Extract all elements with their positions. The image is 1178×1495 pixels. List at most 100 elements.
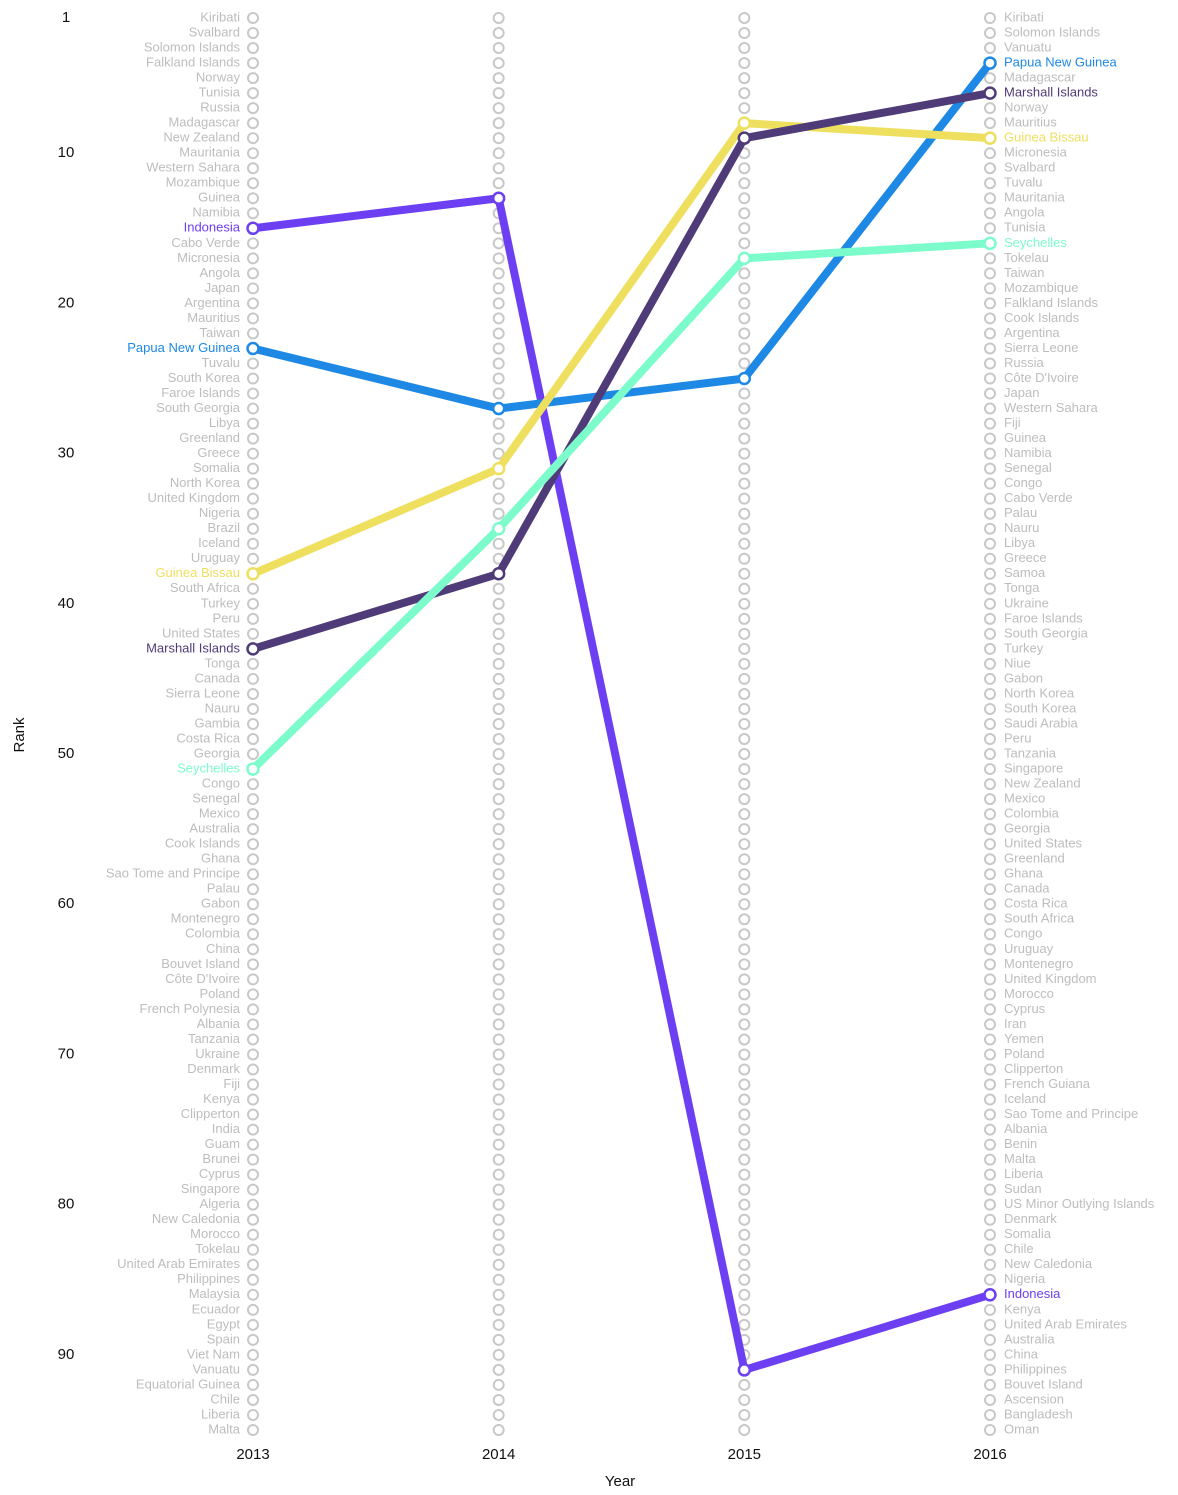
rank-slot [247, 477, 259, 490]
country-label: Brazil [207, 520, 240, 535]
rank-slot [984, 1123, 996, 1136]
country-label: Montenegro [1004, 956, 1073, 971]
country-label: Albania [1004, 1121, 1048, 1136]
rank-slot [738, 237, 751, 250]
rank-slot [492, 447, 505, 460]
rank-slot [738, 1063, 751, 1076]
country-label: Gabon [201, 896, 240, 911]
rank-slot [247, 838, 259, 851]
rank-slot [247, 612, 259, 625]
rank-slot [492, 1228, 505, 1241]
rank-slot [492, 1213, 505, 1226]
rank-slot [984, 222, 996, 235]
country-label: Equatorial Guinea [136, 1376, 241, 1391]
rank-slot [984, 507, 996, 520]
series-point [737, 251, 752, 266]
y-tick-label: 70 [58, 1045, 75, 1062]
rank-slot [984, 582, 996, 595]
rank-slot [738, 552, 751, 565]
rank-slot [984, 808, 996, 821]
rank-slot [738, 778, 751, 791]
rank-slot [247, 1138, 259, 1151]
country-label: Côte D'Ivoire [165, 971, 240, 986]
rank-slot [492, 868, 505, 881]
series-point [246, 341, 260, 356]
rank-slot [492, 72, 505, 85]
rank-slot [247, 282, 259, 295]
rank-slot [247, 672, 259, 685]
y-tick-label: 1 [62, 9, 70, 26]
country-label: Fiji [1004, 415, 1021, 430]
series-line [251, 89, 991, 653]
country-label: Morocco [1004, 986, 1054, 1001]
rank-slot [247, 177, 259, 190]
country-label: Chile [210, 1391, 240, 1406]
rank-slot [492, 12, 505, 24]
rank-slot [738, 672, 751, 685]
rank-slot [492, 582, 505, 595]
country-label: Denmark [1004, 1211, 1057, 1226]
country-label: United Arab Emirates [117, 1256, 240, 1271]
rank-slot [247, 702, 259, 715]
country-label: Clipperton [181, 1106, 240, 1121]
rank-slot [984, 372, 996, 385]
country-label: Georgia [1004, 821, 1051, 836]
country-label: Senegal [192, 791, 240, 806]
country-label: Algeria [200, 1196, 241, 1211]
rank-slot [738, 627, 751, 640]
rank-slot [738, 1378, 751, 1391]
rank-slot [984, 462, 996, 475]
rank-slot [984, 1363, 996, 1376]
rank-slot [984, 432, 996, 445]
rank-slot [984, 327, 996, 340]
rank-slot [984, 853, 996, 866]
rank-slot [492, 372, 505, 385]
country-label: Micronesia [177, 250, 241, 265]
country-label: Turkey [1004, 640, 1044, 655]
rank-slot [492, 853, 505, 866]
rank-slot [492, 1363, 505, 1376]
country-label: South Korea [168, 370, 241, 385]
rank-slot [247, 1048, 259, 1061]
country-label: Philippines [177, 1271, 240, 1286]
rank-slot [247, 1063, 259, 1076]
country-label: Australia [1004, 1331, 1055, 1346]
series-point [983, 86, 997, 100]
country-label: Senegal [1004, 460, 1052, 475]
rank-slot [247, 1258, 259, 1271]
rank-slot [984, 1168, 996, 1181]
rank-slot [738, 492, 751, 505]
y-tick-label: 80 [58, 1196, 75, 1213]
rank-slot [738, 1003, 751, 1016]
rank-slot [738, 1078, 751, 1091]
country-label: Cyprus [199, 1166, 241, 1181]
country-label: Sudan [1004, 1181, 1042, 1196]
rank-slot [984, 1408, 996, 1421]
rank-slot [738, 72, 751, 85]
country-label: Kiribati [200, 9, 240, 24]
rank-slot [247, 793, 259, 806]
rank-slot [984, 102, 996, 115]
country-label: Bouvet Island [1004, 1376, 1083, 1391]
country-label: Nauru [205, 700, 240, 715]
rank-slot [984, 928, 996, 941]
rank-slot [984, 778, 996, 791]
rank-slot [492, 1138, 505, 1151]
rank-slot [984, 1318, 996, 1331]
rank-slot [738, 1243, 751, 1256]
country-label: Bouvet Island [161, 956, 240, 971]
rank-slot [247, 868, 259, 881]
country-label: Falkland Islands [146, 55, 240, 70]
rank-slot [738, 943, 751, 956]
rank-slot [738, 1183, 751, 1196]
rank-slot [738, 687, 751, 700]
rank-slot [247, 447, 259, 460]
series-point [737, 116, 752, 130]
rank-slot [247, 1378, 259, 1391]
rank-slot [247, 627, 259, 640]
rank-slot [738, 1138, 751, 1151]
rank-slot [984, 597, 996, 610]
rank-slot [247, 1228, 259, 1241]
rank-slot [738, 793, 751, 806]
country-label: Guinea [1004, 430, 1047, 445]
